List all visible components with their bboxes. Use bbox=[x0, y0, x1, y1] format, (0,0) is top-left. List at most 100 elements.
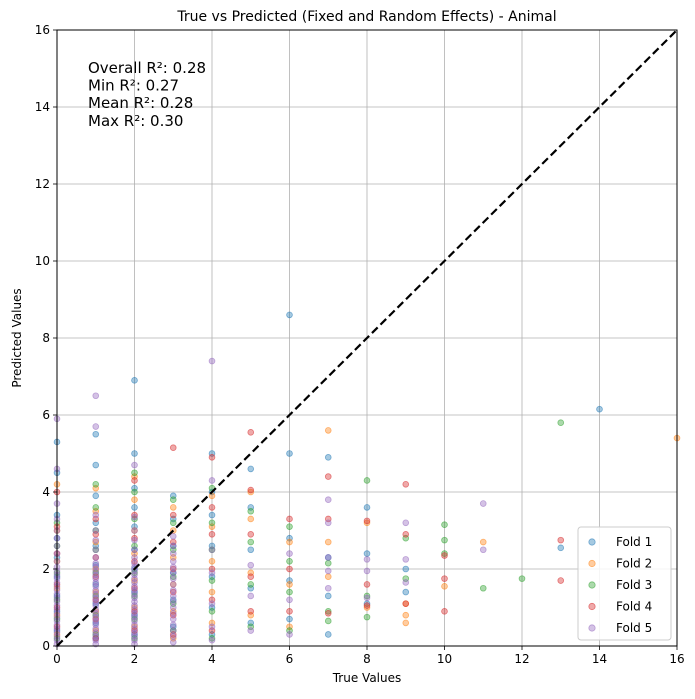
data-point bbox=[402, 531, 410, 538]
data-point bbox=[131, 450, 138, 457]
data-point bbox=[286, 450, 293, 457]
data-point bbox=[92, 538, 100, 546]
data-point bbox=[92, 423, 100, 430]
data-point bbox=[286, 557, 293, 565]
data-point bbox=[169, 575, 177, 582]
data-point bbox=[208, 477, 216, 484]
data-point bbox=[441, 536, 448, 544]
data-point bbox=[324, 454, 332, 461]
data-point bbox=[169, 609, 177, 617]
data-point bbox=[92, 511, 100, 519]
data-point bbox=[363, 504, 371, 511]
data-point bbox=[208, 504, 216, 511]
data-point bbox=[286, 550, 293, 557]
data-point bbox=[324, 573, 332, 580]
data-point bbox=[363, 567, 371, 575]
y-tick-label: 6 bbox=[42, 408, 50, 422]
data-point bbox=[92, 554, 100, 561]
data-point bbox=[131, 554, 138, 561]
data-point bbox=[596, 405, 603, 413]
data-point bbox=[131, 559, 138, 567]
data-point bbox=[131, 511, 138, 519]
data-point bbox=[208, 634, 216, 642]
series-4 bbox=[53, 429, 565, 642]
data-point bbox=[169, 519, 177, 527]
data-point bbox=[324, 631, 332, 638]
data-point bbox=[324, 617, 332, 625]
data-point bbox=[208, 623, 216, 631]
series-1 bbox=[53, 311, 603, 642]
data-point bbox=[247, 488, 255, 496]
data-point bbox=[441, 583, 448, 590]
data-point bbox=[169, 511, 177, 519]
data-point bbox=[247, 486, 255, 494]
x-tick-label: 2 bbox=[131, 652, 139, 666]
data-point bbox=[208, 608, 216, 615]
data-point bbox=[286, 538, 293, 546]
data-point bbox=[479, 584, 487, 592]
data-point bbox=[169, 496, 177, 504]
data-point bbox=[92, 480, 100, 488]
data-point bbox=[208, 546, 216, 554]
y-tick-label: 14 bbox=[35, 100, 50, 114]
data-point bbox=[92, 492, 100, 500]
data-point bbox=[131, 469, 138, 477]
x-tick-label: 6 bbox=[286, 652, 294, 666]
data-point bbox=[208, 357, 216, 365]
data-point bbox=[363, 517, 371, 525]
data-point bbox=[441, 521, 448, 529]
data-point bbox=[286, 615, 293, 623]
data-point bbox=[169, 569, 177, 577]
data-point bbox=[208, 636, 216, 644]
data-point bbox=[169, 586, 177, 594]
legend-label: Fold 5 bbox=[616, 621, 652, 635]
data-point bbox=[324, 473, 332, 480]
data-point bbox=[363, 556, 371, 563]
data-point bbox=[247, 546, 255, 554]
data-point bbox=[247, 627, 255, 634]
data-point bbox=[247, 538, 255, 546]
data-point bbox=[92, 536, 100, 544]
data-point bbox=[324, 519, 332, 527]
data-point bbox=[208, 511, 216, 519]
data-point bbox=[92, 546, 100, 554]
data-point bbox=[169, 542, 177, 550]
data-point bbox=[92, 504, 100, 511]
x-tick-label: 10 bbox=[437, 652, 452, 666]
data-point bbox=[208, 492, 216, 500]
data-point bbox=[286, 523, 293, 530]
legend-label: Fold 2 bbox=[616, 557, 652, 571]
data-point bbox=[363, 602, 371, 609]
data-point bbox=[247, 608, 255, 615]
legend-marker bbox=[588, 624, 596, 632]
data-point bbox=[324, 559, 332, 567]
legend-marker bbox=[588, 538, 596, 546]
data-point bbox=[247, 581, 255, 588]
series-3 bbox=[53, 419, 565, 642]
data-point bbox=[363, 581, 371, 588]
data-point bbox=[402, 556, 410, 563]
data-point bbox=[131, 546, 138, 554]
data-point bbox=[286, 588, 293, 596]
data-point bbox=[92, 392, 100, 400]
data-point bbox=[208, 454, 216, 461]
data-point bbox=[324, 554, 332, 561]
overall-r2-text: Overall R²: 0.28 bbox=[88, 59, 206, 77]
y-tick-label: 8 bbox=[42, 331, 50, 345]
data-point bbox=[208, 557, 216, 565]
data-point bbox=[324, 592, 332, 600]
data-point bbox=[247, 561, 255, 569]
data-point bbox=[324, 496, 332, 504]
data-point bbox=[247, 429, 255, 436]
data-point bbox=[363, 613, 371, 621]
data-point bbox=[131, 536, 138, 544]
y-axis-label: Predicted Values bbox=[10, 288, 24, 387]
series-5 bbox=[53, 357, 487, 648]
y-tick-label: 4 bbox=[42, 485, 50, 499]
max-r2-text: Max R²: 0.30 bbox=[88, 112, 183, 130]
data-point bbox=[363, 604, 371, 611]
legend-marker bbox=[588, 602, 596, 611]
data-point bbox=[169, 563, 177, 571]
data-point bbox=[208, 569, 216, 577]
data-point bbox=[169, 638, 177, 646]
